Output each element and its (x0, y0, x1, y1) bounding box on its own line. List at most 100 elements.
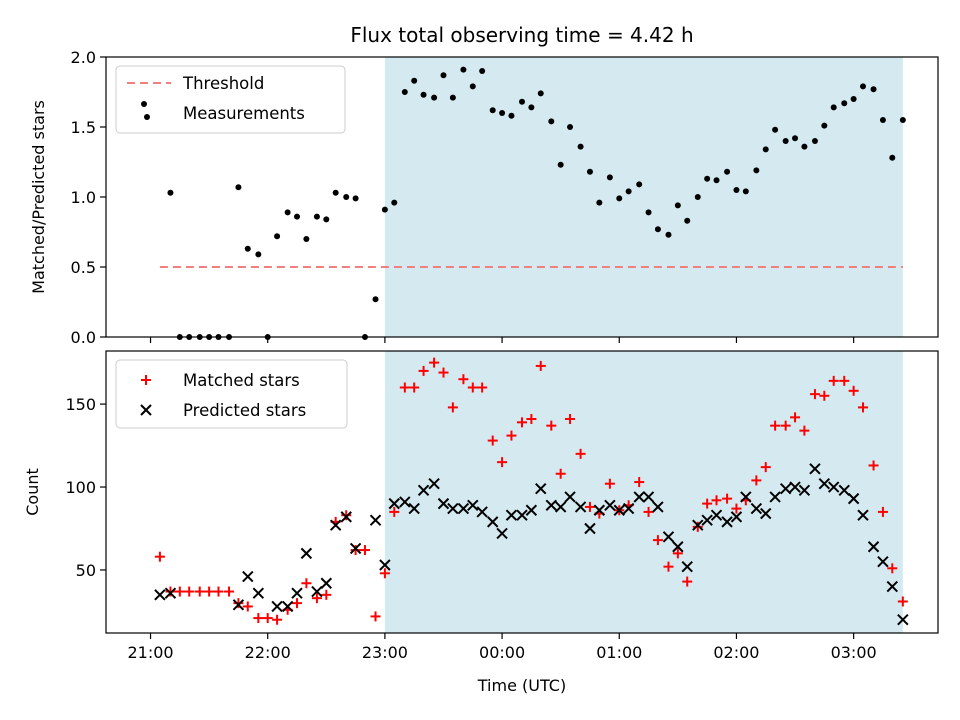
measurement-point (303, 236, 310, 242)
predicted-star-point (750, 502, 763, 515)
predicted-star-point (505, 509, 518, 521)
measurement-point (606, 174, 613, 181)
matched-star-point (711, 495, 722, 506)
matched-star-point (233, 598, 244, 609)
matched-star-point (555, 468, 566, 479)
measurement-point (372, 296, 379, 303)
matched-star-point (487, 435, 498, 446)
matched-star-point (174, 586, 185, 597)
measurement-point (255, 251, 262, 258)
legend-threshold-label: Threshold (182, 74, 264, 93)
measurement-point (323, 216, 330, 223)
measurement-point (733, 187, 740, 193)
measurement-point (821, 122, 828, 129)
matched-star-point (447, 402, 458, 413)
matched-star-point (546, 420, 557, 431)
matched-star-point (184, 586, 195, 597)
top-y-axis-label: Matched/Predicted stars (29, 100, 48, 294)
matched-star-point (702, 498, 713, 509)
top-legend: Threshold Measurements (115, 65, 346, 134)
matched-star-point (497, 457, 508, 468)
predicted-star-point (271, 600, 283, 613)
measurement-point (792, 135, 799, 142)
predicted-star-point (340, 511, 352, 523)
legend-matched-label: Matched stars (183, 371, 300, 390)
matched-star-point (584, 501, 595, 512)
matched-star-point (321, 589, 332, 600)
predicted-star-point (652, 501, 664, 513)
matched-star-point (399, 382, 410, 393)
predicted-star-point (300, 547, 313, 560)
matched-star-point (877, 506, 888, 517)
x-tick-label: 01:00 (596, 643, 642, 662)
top-x-ticks (149, 337, 855, 343)
bottom-y-tick-label: 50 (76, 561, 96, 580)
bottom-panel: 21:00 22:00 23:00 00:00 01:00 02:00 03:00 50 10… (23, 350, 939, 695)
matched-star-point (858, 402, 869, 413)
bottom-plot-frame (105, 350, 939, 634)
matched-star-point (839, 375, 850, 386)
matched-star-point (517, 417, 527, 428)
measurement-point (401, 89, 408, 95)
top-observing-span (384, 57, 903, 337)
matched-star-point (634, 477, 645, 488)
x-tick-label: 02:00 (713, 643, 759, 662)
x-tick-label: 22:00 (245, 643, 291, 662)
matched-star-point (722, 493, 733, 504)
measurement-point (381, 206, 388, 213)
matched-star-point (643, 506, 654, 517)
predicted-star-point (584, 522, 596, 535)
bottom-legend: Matched stars Predicted stars (115, 359, 348, 429)
measurement-point (332, 189, 339, 196)
measurement-point (654, 226, 661, 233)
predicted-star-point (838, 484, 850, 497)
matched-star-point (652, 535, 663, 546)
predicted-star-point (760, 507, 772, 520)
predicted-star-point (877, 555, 889, 568)
predicted-star-point (827, 481, 840, 493)
predicted-star-point (349, 542, 362, 555)
predicted-star-point (769, 491, 781, 503)
predicted-star-point (320, 577, 333, 589)
measurement-point (284, 209, 291, 216)
predicted-star-point (476, 506, 488, 518)
x-tick-label: 23:00 (362, 643, 408, 662)
bottom-y-tick-label: 100 (65, 478, 96, 497)
matched-star-point (418, 365, 429, 376)
measurement-point (391, 199, 398, 206)
matched-star-point (780, 420, 791, 431)
matched-star-point (458, 374, 469, 385)
measurement-point (724, 168, 731, 175)
measurement-point (343, 194, 350, 200)
matched-star-point (477, 382, 488, 393)
predicted-star-point (633, 491, 645, 503)
matched-star-point (565, 414, 576, 425)
top-y-tick-label: 1.0 (71, 188, 96, 207)
x-tick-label: 03:00 (831, 643, 877, 662)
predicted-star-point (437, 497, 450, 510)
matched-star-point (204, 586, 215, 597)
matched-star-point (242, 601, 253, 612)
matched-star-point (506, 430, 517, 441)
legend-matched-swatch (141, 375, 151, 385)
top-y-tick-label: 1.5 (71, 118, 96, 137)
measurement-point (411, 77, 418, 84)
matched-star-point (868, 460, 879, 471)
predicted-star-point (252, 587, 265, 599)
matched-star-point (887, 563, 898, 574)
predicted-star-point (457, 502, 470, 515)
matched-star-point (370, 611, 381, 622)
bottom-y-tick-label: 150 (65, 395, 96, 414)
bottom-legend-box (115, 359, 348, 429)
measurement-point (431, 94, 438, 101)
measurement-point (762, 146, 769, 153)
legend-predicted-label: Predicted stars (183, 401, 306, 420)
predicted-star-point (417, 484, 430, 497)
matched-star-point (604, 478, 615, 489)
matched-star-point (682, 576, 693, 587)
predicted-star-point (554, 501, 567, 513)
matched-star-point (692, 521, 703, 532)
matched-star-point (809, 389, 820, 400)
measurement-point (167, 189, 174, 196)
